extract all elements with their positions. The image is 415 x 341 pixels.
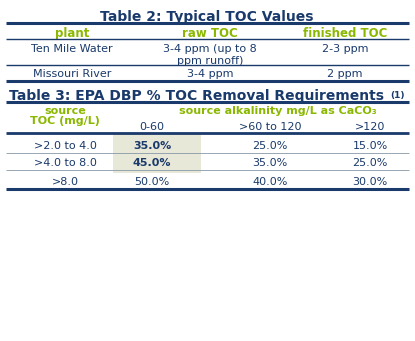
Text: Missouri River: Missouri River: [33, 69, 111, 79]
Text: source: source: [44, 106, 86, 116]
Text: 2 ppm: 2 ppm: [327, 69, 363, 79]
Text: 25.0%: 25.0%: [252, 141, 288, 151]
Text: 50.0%: 50.0%: [134, 177, 170, 187]
Text: 3-4 ppm: 3-4 ppm: [187, 69, 233, 79]
Text: 35.0%: 35.0%: [133, 141, 171, 151]
Text: 25.0%: 25.0%: [352, 158, 388, 168]
Text: >2.0 to 4.0: >2.0 to 4.0: [34, 141, 96, 151]
Text: TOC (mg/L): TOC (mg/L): [30, 116, 100, 126]
Text: Ten Mile Water: Ten Mile Water: [31, 44, 113, 54]
Text: 45.0%: 45.0%: [133, 158, 171, 168]
Text: 15.0%: 15.0%: [352, 141, 388, 151]
Text: >120: >120: [355, 122, 385, 132]
Text: 0-60: 0-60: [139, 122, 164, 132]
Bar: [113, 133, 201, 173]
Text: 35.0%: 35.0%: [252, 158, 288, 168]
Text: 3-4 ppm (up to 8
ppm runoff): 3-4 ppm (up to 8 ppm runoff): [163, 44, 257, 65]
Text: 2-3 ppm: 2-3 ppm: [322, 44, 368, 54]
Text: 30.0%: 30.0%: [352, 177, 388, 187]
Text: Table 2: Typical TOC Values: Table 2: Typical TOC Values: [100, 10, 314, 24]
Text: (1): (1): [390, 91, 405, 100]
Text: >4.0 to 8.0: >4.0 to 8.0: [34, 158, 96, 168]
Text: source alkalinity mg/L as CaCO₃: source alkalinity mg/L as CaCO₃: [179, 106, 377, 116]
Text: finished TOC: finished TOC: [303, 27, 387, 40]
Text: raw TOC: raw TOC: [182, 27, 238, 40]
Text: Table 3: EPA DBP % TOC Removal Requirements: Table 3: EPA DBP % TOC Removal Requireme…: [8, 89, 383, 103]
Text: 40.0%: 40.0%: [252, 177, 288, 187]
Text: >60 to 120: >60 to 120: [239, 122, 301, 132]
Text: plant: plant: [55, 27, 89, 40]
Text: >8.0: >8.0: [51, 177, 78, 187]
